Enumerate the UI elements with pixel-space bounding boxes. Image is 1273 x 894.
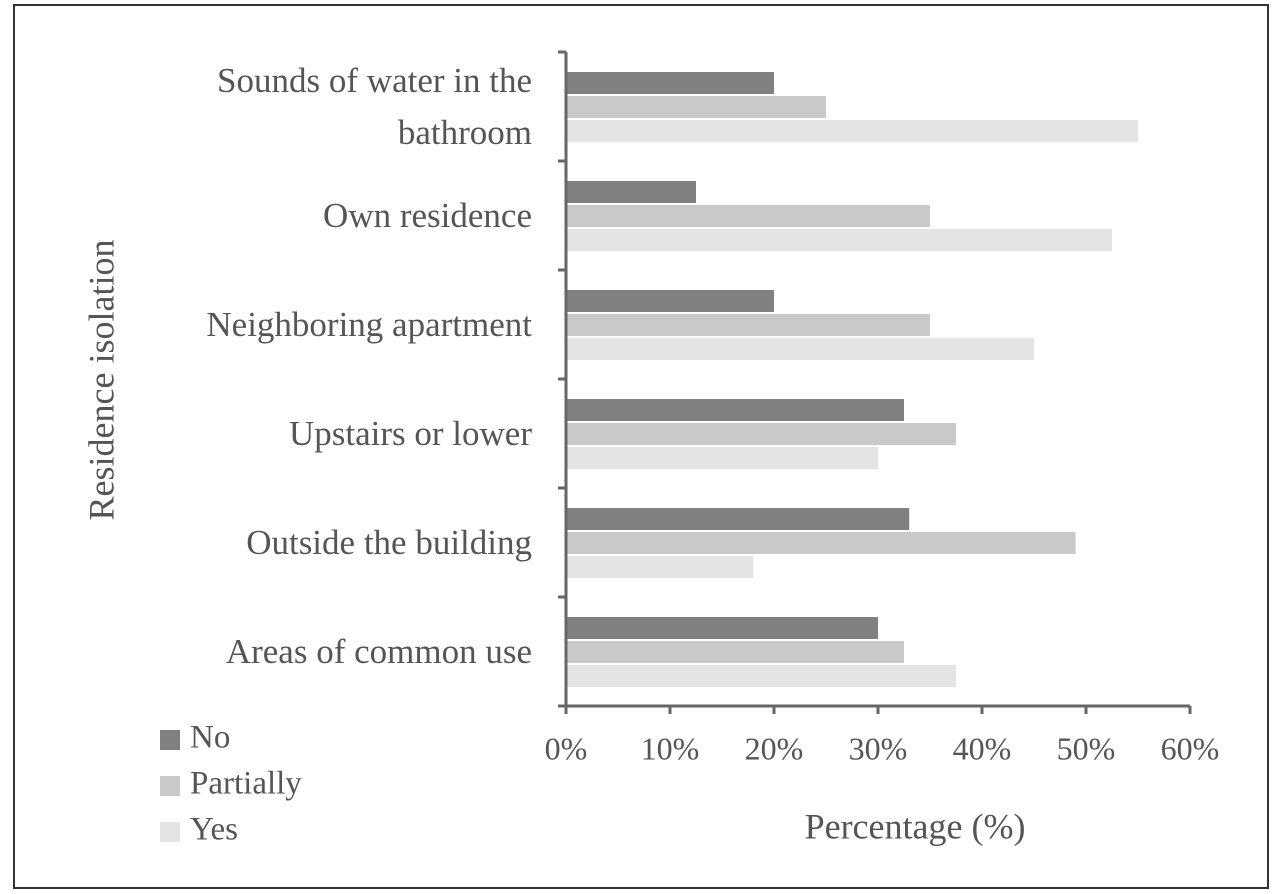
- bar: [566, 641, 904, 663]
- legend-swatch: [160, 730, 180, 750]
- y-tick-label: Sounds of water in the bathroom: [217, 60, 532, 152]
- category-label-box: Upstairs or lower: [288, 413, 532, 453]
- x-tick-label: 30%: [849, 730, 908, 766]
- legend-swatch: [160, 776, 180, 796]
- x-tick-label: 10%: [641, 730, 700, 766]
- x-tick-label: 60%: [1161, 730, 1220, 766]
- bar: [566, 617, 878, 639]
- x-axis-title: Percentage (%): [805, 806, 1026, 846]
- category-label-box: Areas of common use: [225, 631, 532, 671]
- bar: [566, 120, 1138, 142]
- bar: [566, 96, 826, 118]
- legend-label: Partially: [190, 766, 302, 802]
- bar: [566, 532, 1076, 554]
- category-label-box: Own residence: [323, 195, 532, 235]
- x-tick-label: 20%: [745, 730, 804, 766]
- bar: [566, 508, 910, 530]
- category-label-box: Outside the building: [246, 522, 532, 562]
- y-tick-label: Areas of common use: [225, 631, 532, 671]
- bar: [566, 205, 930, 227]
- bar: [566, 399, 904, 421]
- bar: [566, 338, 1034, 360]
- bar: [566, 314, 930, 336]
- y-tick-label: Own residence: [323, 195, 532, 235]
- x-tick-label: 40%: [953, 730, 1012, 766]
- category-label-box: Neighboring apartment: [206, 304, 532, 344]
- y-axis-title: Residence isolation: [81, 240, 121, 521]
- legend-label: No: [190, 720, 230, 756]
- bar: [566, 72, 774, 94]
- bar: [566, 665, 956, 687]
- bar: [566, 423, 956, 445]
- y-tick-label: Upstairs or lower: [288, 413, 532, 453]
- y-tick-label: Outside the building: [246, 522, 532, 562]
- bar: [566, 229, 1112, 251]
- legend-label: Yes: [190, 812, 238, 848]
- frame: [13, 4, 1269, 889]
- legend-swatch: [160, 822, 180, 842]
- category-label-box: Sounds of water in the bathroom: [217, 60, 532, 152]
- x-tick-label: 0%: [545, 730, 588, 766]
- bar: [566, 290, 774, 312]
- bar: [566, 447, 878, 469]
- bar: [566, 181, 696, 203]
- y-tick-label: Neighboring apartment: [206, 304, 532, 344]
- bar: [566, 556, 754, 578]
- x-tick-label: 50%: [1057, 730, 1116, 766]
